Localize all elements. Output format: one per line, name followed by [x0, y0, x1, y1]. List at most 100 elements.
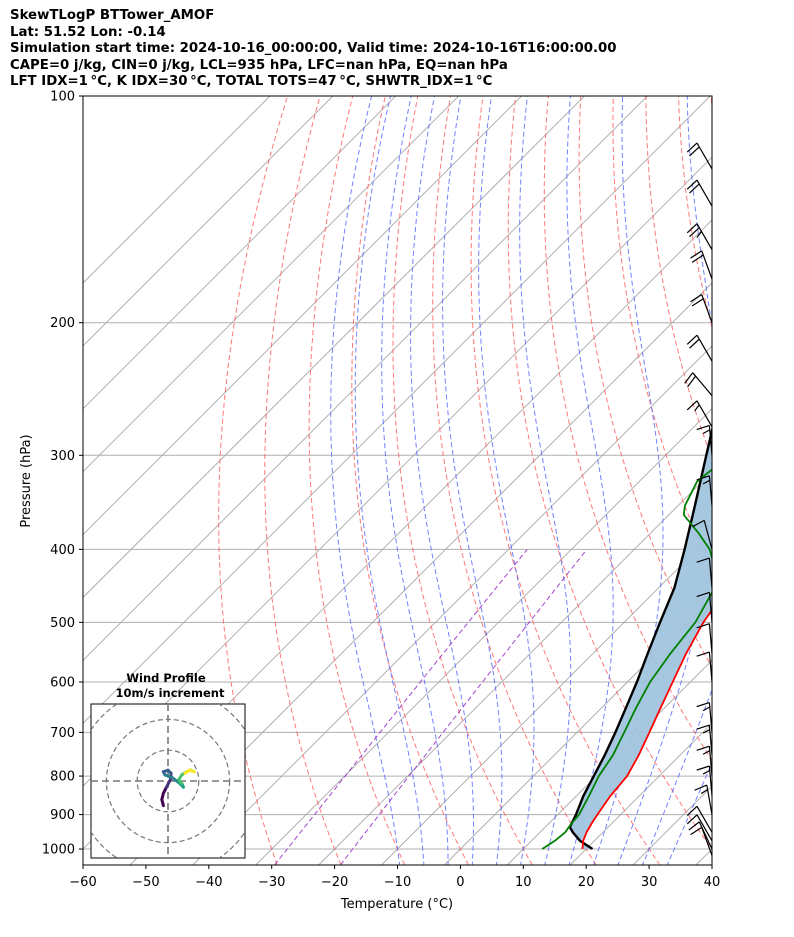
- wind-barb-feather: [686, 142, 698, 153]
- moist-adiabat: [642, 688, 712, 865]
- wind-barb-feather: [689, 227, 700, 238]
- wind-barb-feather: [702, 729, 711, 734]
- x-tick-label: −20: [321, 875, 348, 890]
- wind-barb-feather: [696, 765, 710, 771]
- dry-adiabat: [392, 96, 533, 865]
- isotherm-line: [83, 96, 648, 661]
- wind-barb: [686, 142, 713, 170]
- dry-adiabat: [470, 96, 661, 865]
- wind-barb-feather: [689, 183, 700, 194]
- y-axis-ticks: 1000 900 800 700 600 500 400 300 200 100: [42, 90, 83, 858]
- isotherm-line: [759, 96, 794, 865]
- x-axis-label: Temperature (°C): [340, 897, 453, 912]
- wind-barb-feather: [696, 623, 710, 629]
- hodograph-inset: Wind Profile 10m/s increment: [90, 671, 246, 859]
- dry-adiabat: [507, 96, 712, 850]
- mixing-ratio-lines: [274, 549, 588, 865]
- wind-barb: [690, 293, 713, 323]
- wind-barb-feather: [694, 404, 700, 412]
- hodograph-segment: [183, 768, 192, 775]
- sounding-series: [541, 425, 712, 851]
- wind-barb-feather: [684, 372, 694, 384]
- isotherm-line: [83, 96, 522, 536]
- isotherm-line: [444, 596, 712, 865]
- isotherm-lines: [83, 96, 794, 865]
- wind-barb: [690, 250, 713, 280]
- title-times: Simulation start time: 2024-10-16_00:00:…: [10, 41, 617, 56]
- wind-barb: [696, 651, 713, 683]
- dry-adiabat: [578, 96, 712, 669]
- wind-barb-feather: [691, 298, 704, 307]
- moist-adiabat: [617, 96, 712, 865]
- title-location: Lat: 51.52 Lon: -0.14: [10, 24, 166, 40]
- isotherm-line: [255, 408, 712, 865]
- isotherm-line: [83, 96, 585, 599]
- title-cape-stats: CAPE=0 j/kg, CIN=0 j/kg, LCL=935 hPa, LF…: [10, 57, 508, 73]
- y-tick-label: 800: [50, 770, 75, 785]
- x-tick-label: −40: [195, 875, 222, 890]
- cin-shaded-area: [569, 430, 712, 849]
- wind-barb: [686, 223, 713, 251]
- wind-barb-feather: [686, 400, 698, 411]
- title-indices: LFT IDX=1 °C, K IDX=30 °C, TOTAL TOTS=47…: [10, 74, 493, 89]
- wind-barb-staff: [696, 814, 713, 842]
- wind-barb-feather: [696, 651, 710, 657]
- wind-barb: [686, 334, 713, 362]
- wind-barb-feather: [689, 338, 700, 349]
- moist-adiabat: [666, 761, 712, 865]
- x-tick-label: −60: [69, 875, 96, 890]
- moist-adiabat: [381, 96, 449, 865]
- x-tick-label: 30: [641, 875, 658, 890]
- temperature-line: [581, 608, 712, 850]
- y-tick-label: 400: [50, 543, 75, 558]
- isotherm-line: [83, 96, 711, 724]
- wind-barb-feather: [700, 788, 708, 795]
- moist-adiabat: [410, 96, 474, 865]
- wind-barb-feather: [692, 519, 705, 528]
- x-tick-label: 20: [578, 875, 595, 890]
- wind-barb-feather: [690, 293, 703, 303]
- wind-barb-feather: [694, 784, 708, 791]
- isotherm-line: [129, 282, 712, 865]
- moist-adiabat: [478, 96, 535, 865]
- y-tick-label: 900: [50, 808, 75, 823]
- wind-barb-feather: [702, 479, 711, 485]
- wind-barb-feather: [686, 179, 698, 190]
- y-tick-label: 200: [50, 316, 75, 331]
- dry-adiabat: [218, 96, 288, 865]
- y-tick-label: 100: [50, 90, 75, 105]
- moist-adiabat: [330, 96, 401, 865]
- wind-barb-staff: [696, 805, 713, 833]
- hodograph-title: Wind Profile: [126, 671, 206, 685]
- x-tick-label: 0: [456, 875, 464, 890]
- wind-barb-feather: [702, 429, 711, 435]
- wind-barbs: [684, 142, 713, 856]
- isotherm-line: [507, 659, 712, 865]
- x-tick-label: −10: [384, 875, 411, 890]
- wind-barb-feather: [696, 701, 710, 708]
- wind-barb: [686, 179, 713, 207]
- hodograph-subtitle: 10m/s increment: [116, 686, 225, 700]
- isotherm-line: [192, 345, 712, 865]
- dry-adiabat: [432, 96, 597, 865]
- wind-barb: [688, 821, 713, 850]
- wind-barb-feather: [696, 724, 710, 730]
- wind-barb-feather: [696, 591, 710, 598]
- x-tick-label: −50: [132, 875, 159, 890]
- wind-barb-feather: [702, 769, 711, 775]
- isotherm-line: [83, 96, 459, 473]
- wind-barb-feather: [686, 334, 698, 345]
- wind-barb-feather: [686, 223, 698, 234]
- x-tick-label: −30: [258, 875, 285, 890]
- wind-barb-feather: [690, 826, 703, 836]
- isotherm-line: [381, 533, 712, 865]
- dry-adiabat: [645, 96, 712, 460]
- title-station: SkewTLogP BTTower_AMOF: [10, 8, 215, 23]
- wind-barb-feather: [691, 254, 704, 263]
- isotherm-line: [318, 471, 712, 865]
- x-tick-label: 10: [515, 875, 532, 890]
- wind-barb-feather: [702, 750, 711, 755]
- x-tick-label: 40: [704, 875, 721, 890]
- moist-adiabat: [519, 96, 572, 865]
